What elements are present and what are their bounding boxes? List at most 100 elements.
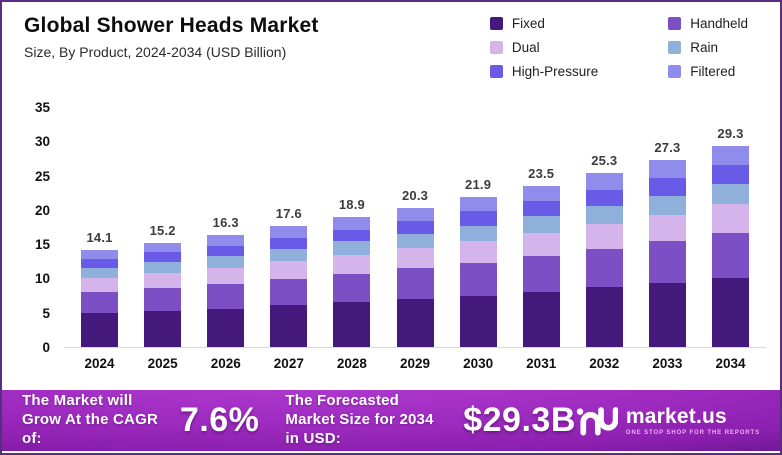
legend: Fixed Handheld Dual Rain High-Pressure Filter… [489,16,748,79]
bar-column-2024: 14.1 [68,230,131,347]
bar-stack [711,146,749,347]
bar-column-2034: 29.3 [699,126,762,347]
bar-segment-high-pressure [207,246,245,257]
bar-total-label: 21.9 [465,176,492,192]
bar-column-2032: 25.3 [573,153,636,347]
logo-name: market.us [625,404,727,428]
y-tick-label: 15 [34,237,50,253]
bar-segment-filtered [585,173,623,190]
bar-segment-rain [144,261,182,273]
bar-segment-handheld [522,255,560,292]
bar-segment-rain [648,195,686,215]
bar-column-2029: 20.3 [383,188,446,347]
bar-segment-dual [333,255,371,274]
legend-item-filtered: Filtered [668,64,748,79]
forecast-value: $29.3B [463,401,576,439]
bar-segment-handheld [711,233,749,278]
legend-swatch-icon [668,65,682,78]
legend-swatch-icon [489,65,503,78]
legend-label: High-Pressure [511,64,599,79]
bar-segment-fixed [459,295,497,347]
legend-swatch-icon [489,17,503,30]
bar-segment-fixed [711,277,749,347]
bar-segment-fixed [81,313,119,347]
bar-segment-high-pressure [144,252,182,262]
bar-stack [522,185,560,347]
bar-total-label: 29.3 [717,126,744,142]
bar-column-2030: 21.9 [447,177,510,347]
bar-column-2025: 15.2 [131,223,194,347]
bar-column-2033: 27.3 [636,140,699,347]
bar-segment-fixed [522,291,560,347]
y-axis: 0 5 10 15 20 25 30 35 [16,100,56,355]
y-tick-label: 20 [34,202,50,218]
y-tick-label: 5 [42,305,50,321]
bar-segment-high-pressure [459,211,497,226]
legend-label: Filtered [690,64,736,79]
bar-total-label: 17.6 [275,206,302,222]
bar-segment-fixed [144,311,182,347]
x-axis: 2024 2025 2026 2027 2028 2029 2030 2031 2032 2033… [64,356,766,371]
bar-segment-dual [270,261,308,279]
bar-segment-fixed [648,282,686,347]
x-tick-label: 2025 [147,356,178,371]
bar-segment-filtered [207,235,245,247]
legend-item-rain: Rain [668,40,748,55]
bar-segment-handheld [396,268,434,299]
plot-area: 14.1 15.2 16.3 17.6 18.9 20.3 21.9 23.5 25.3 27.3… [64,108,766,348]
bar-segment-handheld [585,248,623,288]
bar-total-label: 27.3 [654,139,681,155]
bar-segment-high-pressure [81,259,119,269]
bar-segment-filtered [333,217,371,230]
y-tick-label: 10 [34,271,50,287]
bar-segment-handheld [648,241,686,283]
bar-total-label: 18.9 [338,197,365,213]
legend-swatch-icon [489,41,503,54]
bar-segment-filtered [396,207,434,221]
bar-segment-fixed [396,299,434,347]
bar-segment-fixed [333,302,371,347]
x-tick-label: 2026 [210,356,241,371]
page-title: Global Shower Heads Market [24,14,319,37]
header: Global Shower Heads Market Size, By Prod… [2,2,780,98]
bar-segment-high-pressure [648,177,686,196]
bar-segment-high-pressure [333,229,371,242]
bar-segment-rain [459,225,497,242]
legend-label: Fixed [511,16,545,31]
bar-stack [270,226,308,347]
legend-swatch-icon [668,41,682,54]
cagr-value: 7.6% [179,401,260,439]
bar-segment-handheld [81,292,119,314]
bar-segment-handheld [459,262,497,296]
bar-stack [333,217,371,347]
bar-segment-fixed [207,308,245,347]
cagr-label: The Market will Grow At the CAGR of: [22,392,158,447]
bar-segment-fixed [270,305,308,347]
bar-column-2031: 23.5 [510,166,573,347]
bar-segment-high-pressure [585,189,623,207]
legend-swatch-icon [668,17,682,30]
bar-column-2027: 17.6 [257,206,320,347]
bar-column-2026: 16.3 [194,215,257,347]
bar-segment-high-pressure [270,238,308,250]
bar-segment-rain [711,183,749,205]
bar-segment-high-pressure [396,220,434,234]
bar-segment-handheld [333,273,371,303]
bar-segment-filtered [711,146,749,166]
bar-total-label: 25.3 [591,153,618,169]
bar-stack [81,250,119,347]
bar-stack [396,207,434,347]
bar-segment-handheld [270,278,308,306]
y-tick-label: 30 [34,134,50,150]
bar-total-label: 23.5 [528,165,555,181]
bar-segment-filtered [81,250,119,260]
stacked-bar-chart: 0 5 10 15 20 25 30 35 14.1 15.2 16.3 17.6 18.9 20.3 2… [16,100,766,371]
bar-segment-filtered [522,185,560,201]
x-tick-label: 2029 [399,356,431,371]
legend-label: Dual [511,40,540,55]
bar-segment-filtered [144,242,182,253]
bar-segment-dual [585,224,623,249]
bar-segment-dual [144,272,182,289]
bar-segment-dual [81,278,119,293]
bar-segment-dual [711,204,749,234]
